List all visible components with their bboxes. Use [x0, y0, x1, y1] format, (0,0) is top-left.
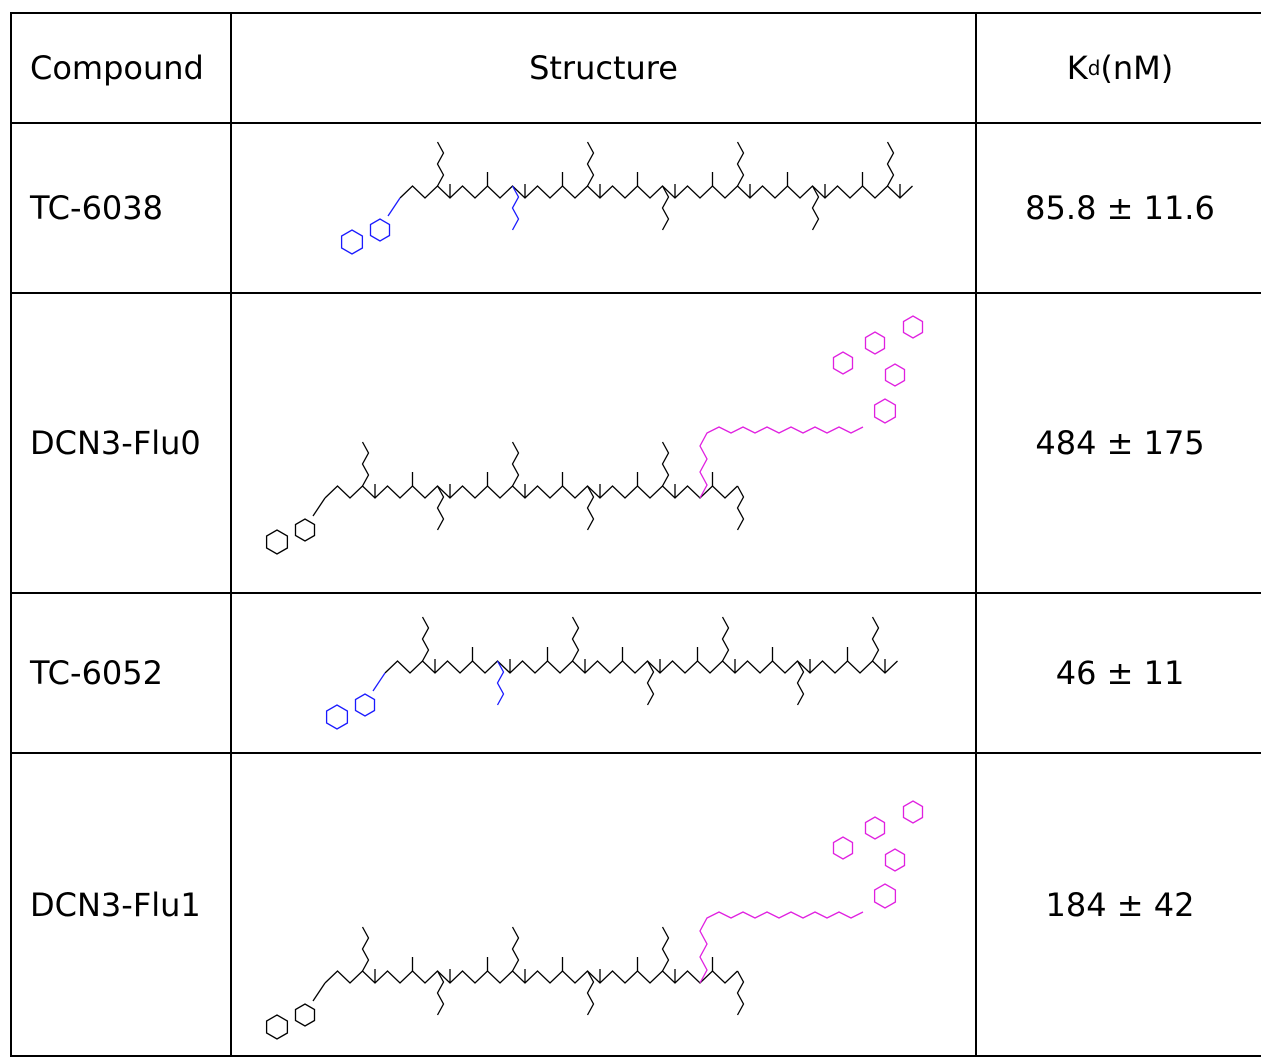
header-cell: Structure	[230, 12, 975, 122]
side-chain	[738, 971, 744, 1015]
side-chain	[513, 927, 519, 971]
kd-value: 184 ± 42	[975, 752, 1261, 1057]
side-chain	[438, 971, 444, 1015]
kd-value: 85.8 ± 11.6	[975, 122, 1261, 292]
backbone	[400, 186, 913, 198]
side-chain	[588, 971, 594, 1015]
compound-name: TC-6038	[10, 122, 230, 292]
bond	[313, 498, 325, 516]
side-chain	[363, 442, 369, 486]
ring	[834, 837, 853, 859]
linker	[700, 427, 863, 498]
side-chain	[663, 927, 669, 971]
structure	[230, 292, 975, 592]
kd-value: 484 ± 175	[975, 292, 1261, 592]
side-chain	[588, 142, 594, 186]
page: CompoundStructureKd (nM)TC-603885.8 ± 11…	[0, 0, 1261, 1055]
kd-symbol: K	[1067, 49, 1088, 87]
ring	[866, 817, 885, 839]
ring	[327, 705, 348, 729]
backbone	[385, 661, 898, 673]
side-chain	[873, 617, 879, 661]
side-chain	[588, 486, 594, 530]
side-chain	[513, 442, 519, 486]
compound-name: TC-6052	[10, 592, 230, 752]
side-chain	[723, 617, 729, 661]
side-chain	[648, 661, 654, 705]
ring	[296, 519, 315, 541]
ring	[296, 1004, 315, 1026]
ring	[371, 219, 390, 241]
side-chain	[798, 661, 804, 705]
kd-subscript: d	[1088, 56, 1101, 80]
bond	[388, 198, 400, 216]
side-chain	[888, 142, 894, 186]
kd-unit: (nM)	[1100, 49, 1173, 87]
side-chain	[438, 486, 444, 530]
ring	[866, 332, 885, 354]
bond	[373, 673, 385, 691]
ring	[886, 364, 905, 386]
ring	[886, 849, 905, 871]
ring	[834, 352, 853, 374]
side-chain	[663, 442, 669, 486]
side-chain	[738, 142, 744, 186]
side-chain	[738, 486, 744, 530]
compound-name: DCN3-Flu0	[10, 292, 230, 592]
side-chain	[423, 617, 429, 661]
ring	[875, 399, 896, 423]
header-cell: Compound	[10, 12, 230, 122]
structure	[230, 592, 975, 752]
side-chain	[513, 186, 519, 230]
kd-value: 46 ± 11	[975, 592, 1261, 752]
side-chain	[438, 142, 444, 186]
ring	[356, 694, 375, 716]
side-chain	[498, 661, 504, 705]
ring	[342, 230, 363, 254]
side-chain	[363, 927, 369, 971]
side-chain	[813, 186, 819, 230]
linker	[700, 912, 863, 983]
compound-name: DCN3-Flu1	[10, 752, 230, 1057]
side-chain	[573, 617, 579, 661]
ring	[904, 316, 923, 338]
ring	[267, 530, 288, 554]
structure	[230, 752, 975, 1055]
ring	[875, 884, 896, 908]
bond	[313, 983, 325, 1001]
structure	[230, 122, 975, 292]
ring	[904, 801, 923, 823]
ring	[267, 1015, 288, 1039]
side-chain	[663, 186, 669, 230]
